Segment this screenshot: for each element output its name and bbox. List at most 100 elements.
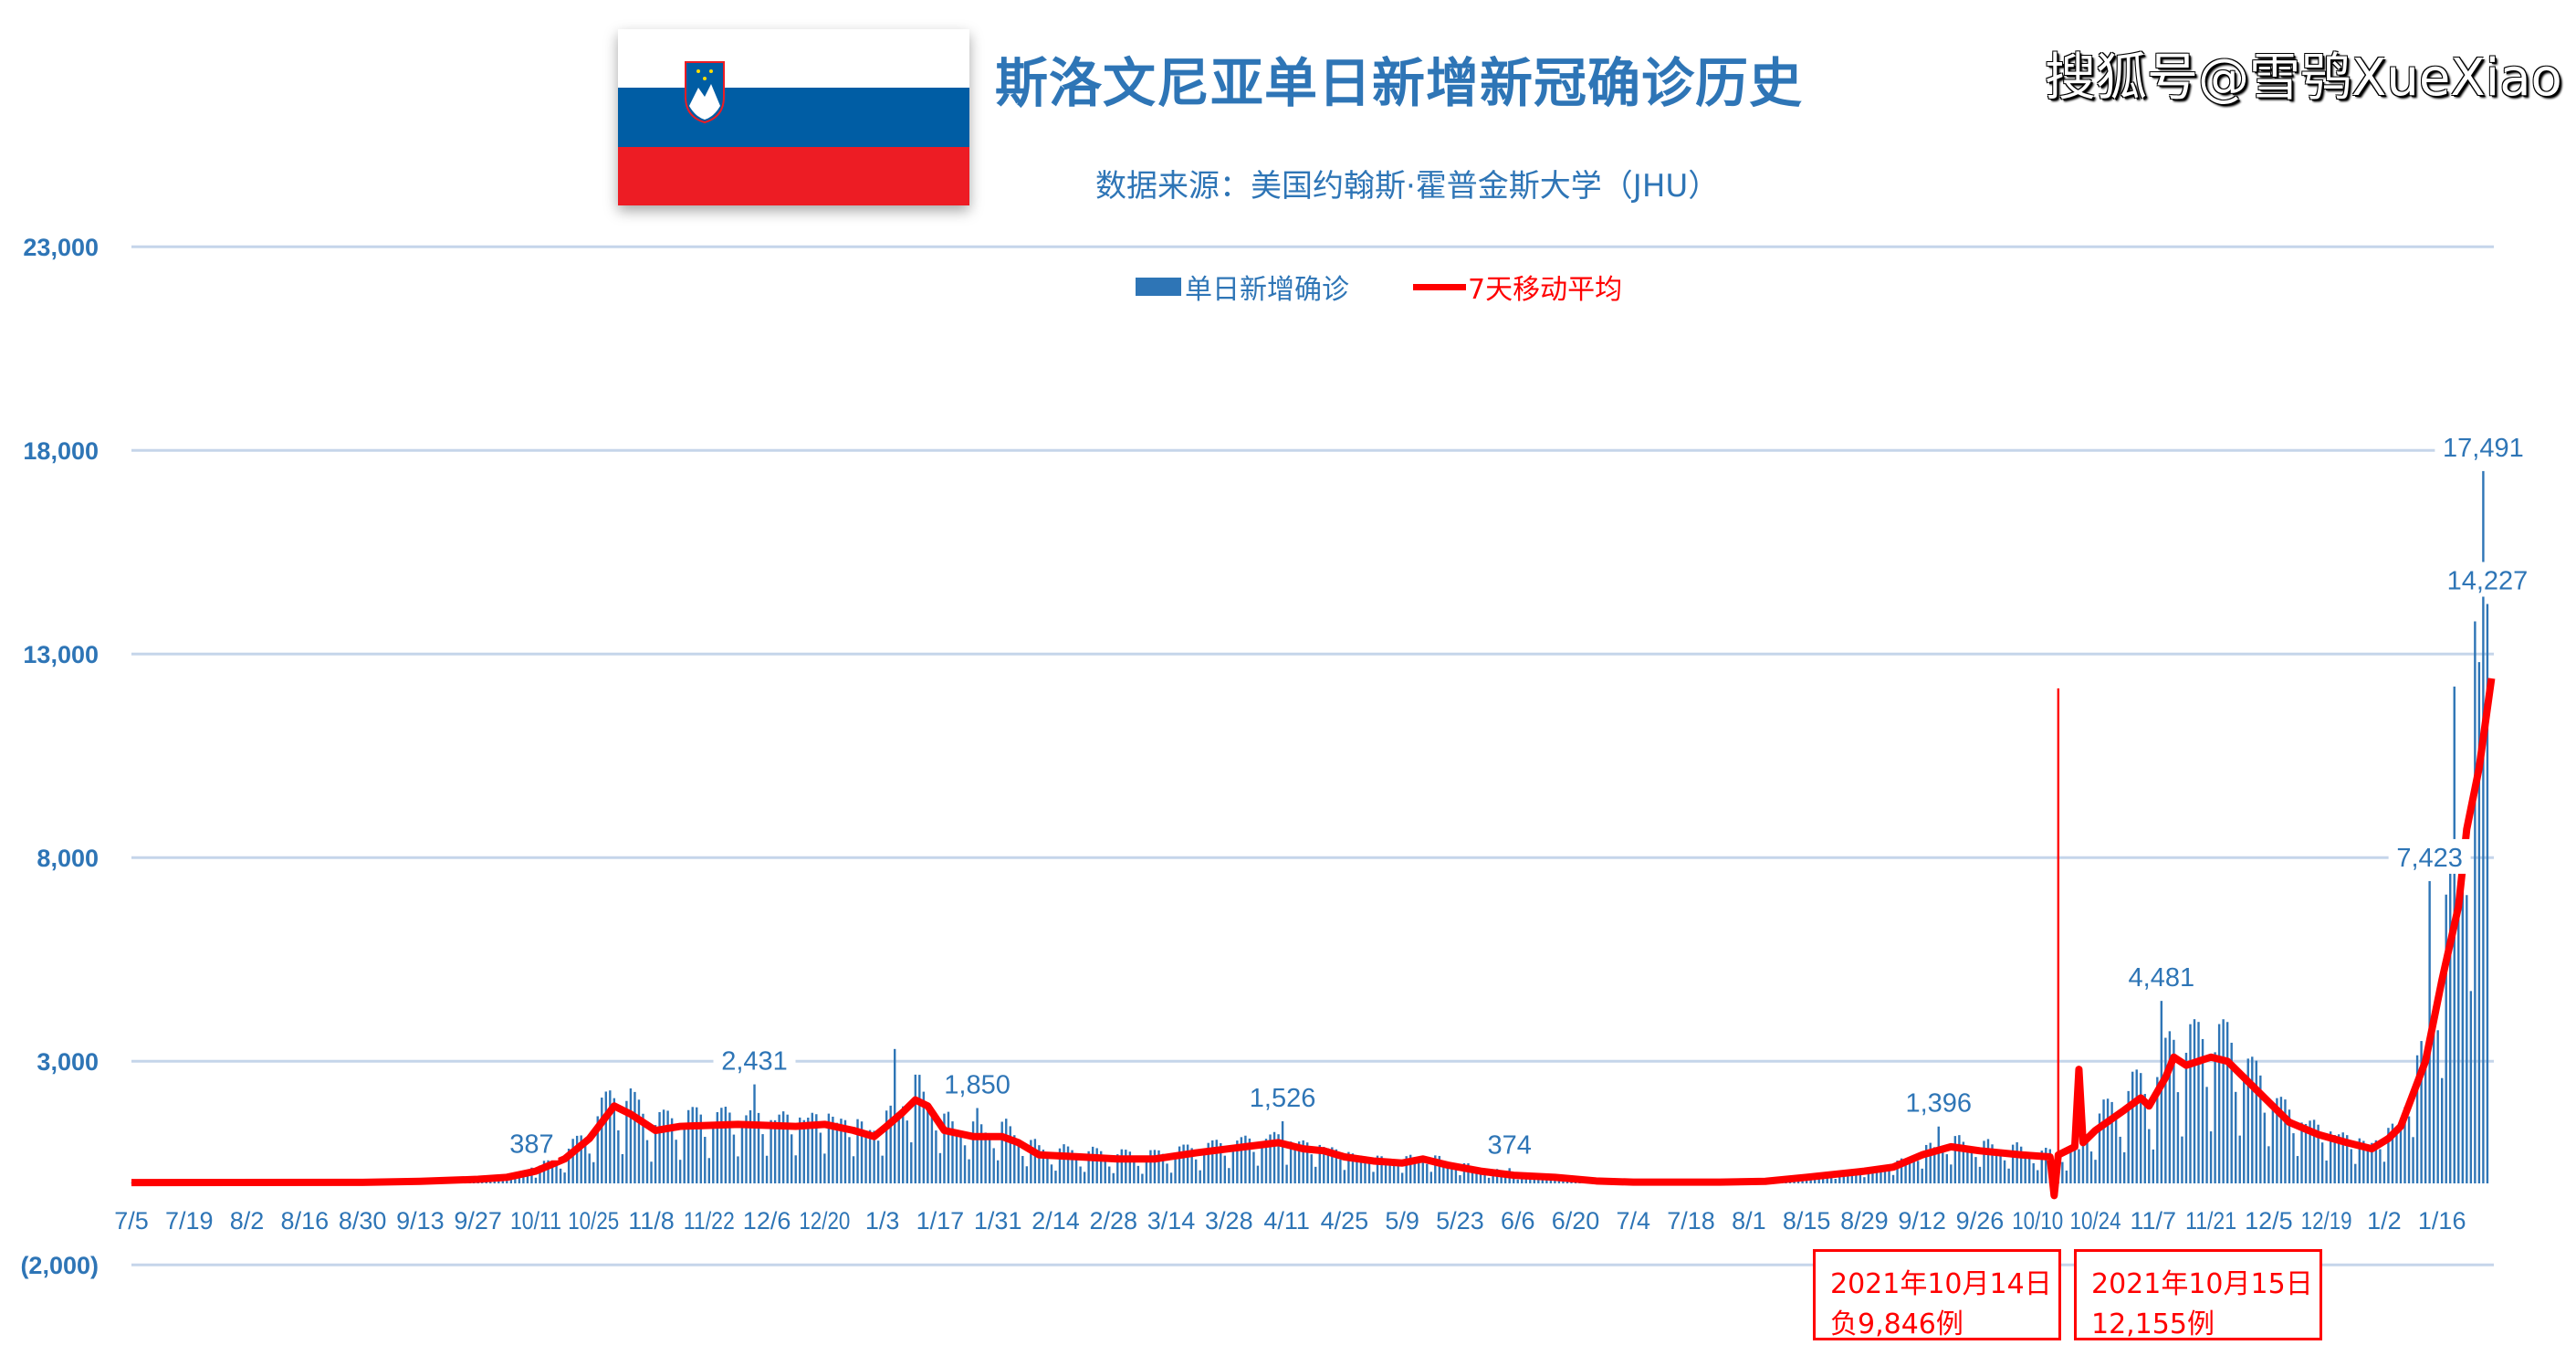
bar [836,1123,838,1183]
bar [1261,1142,1262,1183]
bar [1228,1168,1230,1183]
bar [650,1161,652,1183]
bar [918,1075,920,1183]
bar [720,1108,722,1183]
x-tick-label: 10/25 [568,1207,619,1235]
bar [1455,1170,1457,1183]
bar [1137,1166,1139,1183]
bar [2078,1150,2079,1183]
bar [2210,1131,2212,1183]
bar [1339,1160,1341,1183]
bar [630,1088,632,1183]
bar [1917,1161,1919,1183]
bar [2383,1161,2385,1183]
bar [2007,1169,2009,1183]
bar [1154,1150,1156,1183]
bar [1018,1146,1020,1183]
y-tick-label: 13,000 [23,641,99,668]
bar [704,1137,706,1183]
bar [1971,1150,1973,1183]
bar [1979,1167,1981,1183]
bar [571,1139,573,1183]
bar [968,1160,969,1183]
x-tick-label: 10/11 [510,1207,561,1235]
bar [931,1109,933,1183]
bar [2194,1019,2195,1183]
bar [2119,1137,2120,1183]
bar [948,1112,949,1183]
x-tick-label: 8/15 [1783,1207,1831,1235]
bar [2239,1136,2241,1183]
bar [1170,1172,1172,1183]
bar [1835,1179,1837,1183]
bar [1051,1164,1052,1183]
bar [1216,1140,1218,1183]
bar [2189,1025,2191,1183]
bar [935,1130,937,1183]
x-tick-label: 4/25 [1321,1207,1369,1235]
bar [2016,1142,2017,1183]
bar [989,1140,990,1183]
y-tick-label: 18,000 [23,437,99,465]
bar [2069,1151,2071,1183]
x-tick-label: 8/16 [281,1207,330,1235]
bar [898,1112,900,1183]
annotation-box-oct15: 2021年10月15日 12,155例 [2074,1249,2322,1340]
bar [696,1108,697,1183]
bar [1001,1121,1003,1183]
annotation-date: 2021年10月14日 [1830,1265,2058,1305]
bar [2321,1142,2323,1183]
bar [1199,1171,1200,1183]
bar [877,1140,879,1183]
bar [712,1126,714,1183]
y-tick-label: 8,000 [37,845,99,872]
bar [2169,1031,2171,1183]
bar [1095,1148,1097,1183]
bar [1950,1164,1952,1183]
bar [2445,895,2447,1183]
data-label: 7,423 [2396,844,2463,873]
bar [1005,1119,1007,1183]
bar [1974,1157,1976,1183]
bar [984,1132,986,1183]
bar [1946,1154,1948,1183]
bar [708,1158,710,1183]
y-tick-label: 23,000 [23,234,99,261]
bar [910,1142,912,1183]
bar [1092,1147,1094,1183]
bar [638,1099,640,1183]
bar [2379,1150,2381,1183]
bar [2457,908,2459,1183]
bar [1195,1160,1197,1183]
bar [2086,1139,2088,1183]
data-label: 14,227 [2447,566,2529,595]
x-tick-label: 1/17 [916,1207,965,1235]
data-label: 374 [1487,1130,1531,1160]
bar [634,1092,635,1183]
bar [2107,1098,2109,1183]
x-tick-label: 9/12 [1898,1207,1946,1235]
bar [1084,1172,1085,1183]
bar [2140,1073,2141,1183]
bar [2251,1056,2253,1183]
x-tick-label: 1/31 [974,1207,1022,1235]
bar [976,1108,978,1183]
bar [2284,1099,2286,1183]
bar [1121,1150,1123,1183]
x-tick-label: 8/1 [1732,1207,1766,1235]
bar [2061,1162,2063,1183]
bar [1026,1166,1028,1183]
bar [1483,1174,1485,1183]
bar [576,1136,578,1183]
bar [1426,1164,1428,1183]
annotation-value: 12,155例 [2091,1305,2319,1345]
bar [1921,1169,1922,1183]
bar [2115,1112,2117,1183]
bar [1397,1166,1398,1183]
bar [725,1107,727,1183]
x-tick-label: 2/28 [1089,1207,1137,1235]
bar [646,1140,648,1183]
bar [2474,622,2476,1183]
bar [2222,1019,2224,1183]
